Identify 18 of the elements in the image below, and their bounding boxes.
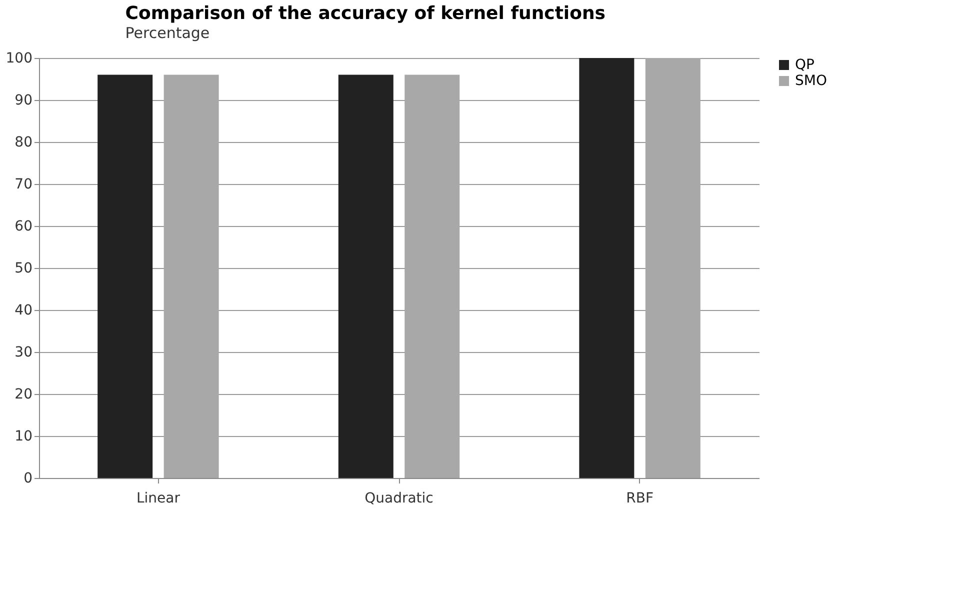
y-tick-label: 100 xyxy=(6,50,32,66)
y-tick-label: 90 xyxy=(14,92,32,108)
x-tick-label: Quadratic xyxy=(364,490,434,506)
y-tick-label: 70 xyxy=(14,176,32,192)
y-tick-label: 0 xyxy=(24,470,32,486)
y-tick-label: 40 xyxy=(14,302,32,318)
chart-title: Comparison of the accuracy of kernel functions xyxy=(125,3,606,24)
x-tick-label: Linear xyxy=(136,490,180,506)
legend-label: QP xyxy=(795,57,814,73)
y-tick-label: 80 xyxy=(14,134,32,150)
y-tick-label: 20 xyxy=(14,386,32,402)
x-tick-label: RBF xyxy=(626,490,654,506)
y-tick-label: 30 xyxy=(14,344,32,360)
y-axis-title: Percentage xyxy=(125,24,210,42)
y-tick-label: 60 xyxy=(14,218,32,234)
y-tick-label: 50 xyxy=(14,260,32,276)
y-tick-label: 10 xyxy=(14,428,32,444)
legend-label: SMO xyxy=(795,73,827,89)
